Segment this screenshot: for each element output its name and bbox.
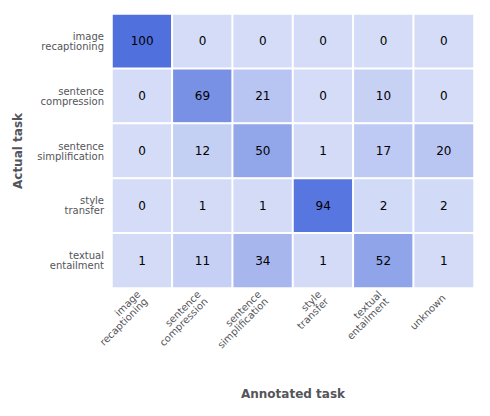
- svg-text:100: 100: [131, 34, 154, 48]
- svg-text:10: 10: [376, 89, 391, 103]
- svg-text:unknown: unknown: [408, 292, 448, 332]
- svg-text:0: 0: [440, 89, 448, 103]
- svg-text:style: style: [298, 288, 324, 314]
- svg-text:0: 0: [319, 34, 327, 48]
- svg-text:textual: textual: [69, 250, 104, 262]
- svg-text:entailment: entailment: [345, 296, 391, 342]
- svg-text:0: 0: [440, 34, 448, 48]
- svg-text:recaptioning: recaptioning: [41, 41, 104, 52]
- svg-text:17: 17: [376, 144, 391, 158]
- svg-text:sentence: sentence: [162, 288, 203, 329]
- svg-text:52: 52: [376, 254, 391, 268]
- svg-text:textual: textual: [351, 288, 384, 322]
- svg-text:50: 50: [255, 144, 270, 158]
- svg-text:recaptioning: recaptioning: [98, 296, 150, 348]
- svg-text:2: 2: [440, 199, 448, 213]
- svg-text:0: 0: [259, 34, 267, 48]
- svg-text:1: 1: [199, 199, 207, 213]
- svg-text:0: 0: [199, 34, 207, 48]
- svg-text:image: image: [112, 288, 143, 319]
- svg-text:compression: compression: [41, 96, 104, 107]
- svg-text:69: 69: [195, 89, 210, 103]
- svg-text:34: 34: [255, 254, 270, 268]
- svg-text:image: image: [72, 30, 104, 42]
- svg-text:1: 1: [259, 199, 267, 213]
- svg-text:sentence: sentence: [223, 288, 264, 329]
- svg-text:20: 20: [436, 144, 451, 158]
- svg-text:simplification: simplification: [37, 151, 104, 162]
- svg-text:0: 0: [138, 144, 146, 158]
- svg-text:transfer: transfer: [295, 295, 331, 331]
- svg-text:1: 1: [319, 254, 327, 268]
- svg-text:1: 1: [319, 144, 327, 158]
- svg-text:11: 11: [195, 254, 210, 268]
- svg-text:12: 12: [195, 144, 210, 158]
- svg-text:Annotated task: Annotated task: [241, 387, 346, 401]
- svg-text:Actual task: Actual task: [11, 112, 25, 189]
- svg-text:sentence: sentence: [58, 140, 104, 152]
- svg-text:0: 0: [380, 34, 388, 48]
- svg-text:compression: compression: [157, 296, 210, 349]
- svg-text:1: 1: [440, 254, 448, 268]
- svg-text:0: 0: [319, 89, 327, 103]
- svg-text:transfer: transfer: [65, 205, 105, 216]
- svg-text:0: 0: [138, 89, 146, 103]
- svg-text:94: 94: [316, 199, 331, 213]
- svg-text:simplification: simplification: [215, 296, 270, 351]
- svg-text:entailment: entailment: [50, 260, 104, 271]
- svg-text:2: 2: [380, 199, 388, 213]
- svg-text:style: style: [80, 195, 104, 207]
- svg-text:1: 1: [138, 254, 146, 268]
- svg-text:0: 0: [138, 199, 146, 213]
- svg-text:sentence: sentence: [58, 85, 104, 97]
- svg-text:21: 21: [255, 89, 270, 103]
